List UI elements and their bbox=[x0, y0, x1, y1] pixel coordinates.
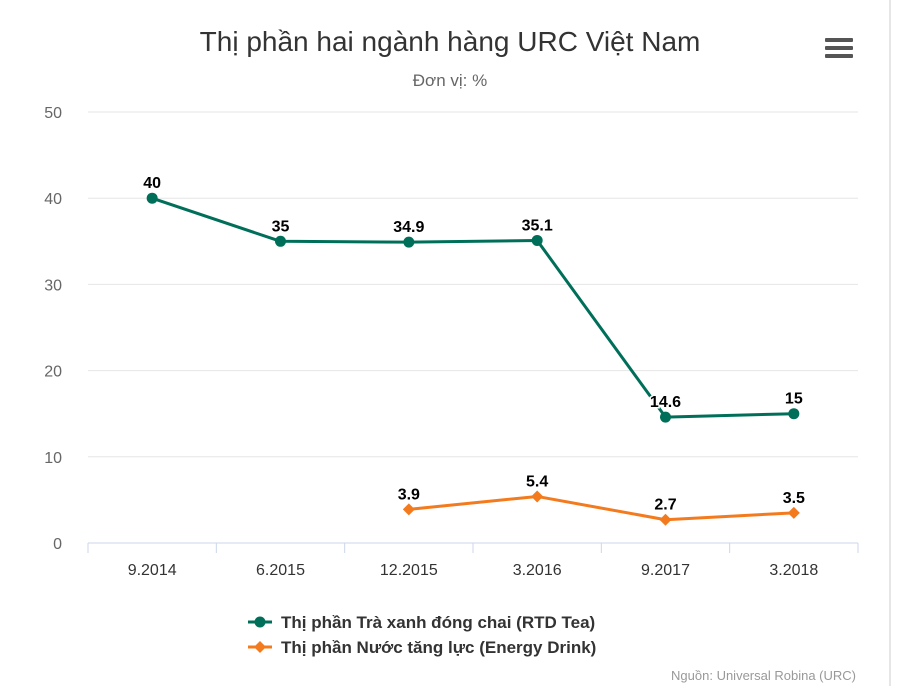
series-line bbox=[408, 494, 794, 522]
menu-bar bbox=[825, 46, 853, 50]
data-point bbox=[531, 234, 543, 246]
y-tick-label: 50 bbox=[44, 105, 62, 122]
y-tick-label: 10 bbox=[44, 450, 62, 467]
x-tick-label: 12.2015 bbox=[380, 562, 438, 579]
data-point bbox=[659, 513, 672, 526]
data-point bbox=[403, 236, 415, 248]
menu-bar bbox=[825, 54, 853, 58]
x-tick-label: 3.2018 bbox=[769, 562, 818, 579]
legend-label: Thị phần Trà xanh đóng chai (RTD Tea) bbox=[281, 613, 595, 632]
y-tick-label: 40 bbox=[44, 191, 62, 208]
legend-label: Thị phần Nước tăng lực (Energy Drink) bbox=[281, 638, 596, 657]
data-label: 40 bbox=[143, 175, 161, 192]
y-tick-label: 20 bbox=[44, 364, 62, 381]
chart-subtitle: Đơn vị: % bbox=[413, 71, 487, 90]
data-label: 2.7 bbox=[654, 497, 676, 514]
data-label: 5.4 bbox=[526, 473, 548, 490]
menu-bar bbox=[825, 38, 853, 42]
data-point bbox=[146, 192, 158, 204]
x-tick-label: 9.2017 bbox=[641, 562, 690, 579]
frame-divider bbox=[889, 0, 891, 686]
x-tick-label: 6.2015 bbox=[256, 562, 305, 579]
data-point bbox=[787, 506, 800, 519]
x-tick-label: 9.2014 bbox=[128, 562, 177, 579]
data-point bbox=[788, 408, 800, 420]
x-tick-label: 3.2016 bbox=[513, 562, 562, 579]
data-label: 3.9 bbox=[398, 486, 420, 503]
y-tick-label: 0 bbox=[53, 536, 62, 553]
legend-symbol bbox=[254, 616, 266, 628]
data-point bbox=[660, 411, 671, 423]
source-credit: Nguồn: Universal Robina (URC) bbox=[671, 668, 856, 683]
data-label: 35.1 bbox=[522, 217, 553, 234]
y-tick-label: 30 bbox=[44, 277, 62, 294]
data-label: 35 bbox=[272, 218, 290, 235]
data-label: 15 bbox=[785, 391, 803, 408]
data-point bbox=[402, 503, 415, 516]
data-label: 34.9 bbox=[393, 219, 424, 236]
data-point bbox=[275, 235, 286, 247]
legend-symbol bbox=[254, 641, 266, 653]
data-point bbox=[531, 490, 544, 503]
hamburger-menu-icon[interactable] bbox=[822, 34, 856, 62]
chart-title: Thị phần hai ngành hàng URC Việt Nam bbox=[200, 26, 701, 57]
series-line bbox=[151, 196, 794, 419]
data-label: 3.5 bbox=[783, 490, 805, 507]
data-label: 14.6 bbox=[650, 394, 681, 411]
